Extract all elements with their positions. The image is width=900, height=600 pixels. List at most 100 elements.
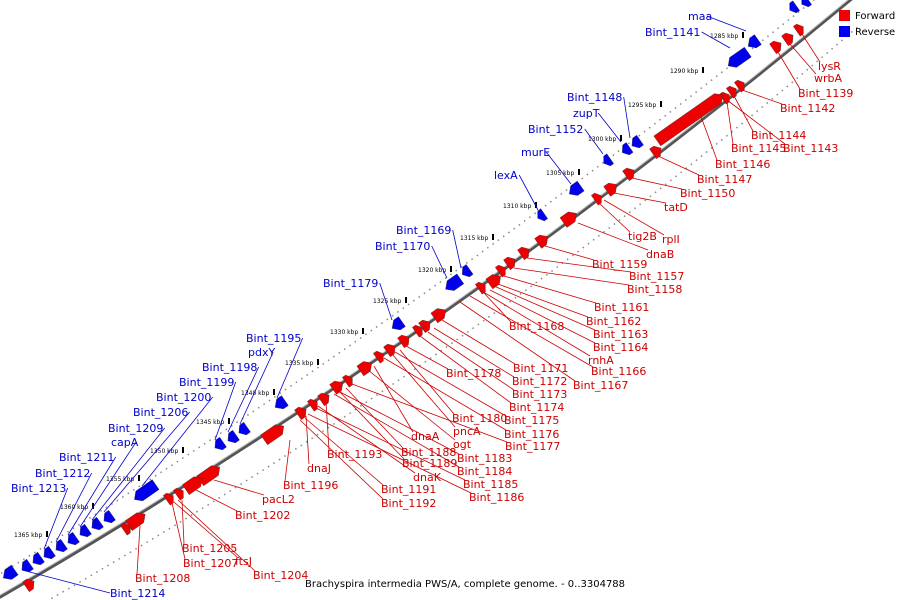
forward-leader-line [367, 369, 456, 441]
forward-leader-line [173, 501, 238, 558]
forward-gene-label-tatd: tatD [664, 201, 688, 214]
forward-leader-line [405, 345, 449, 370]
kbp-tick-label: 1365 kbp [14, 532, 42, 539]
forward-leader-line [493, 285, 596, 331]
reverse-leader-line [227, 366, 260, 433]
forward-gene-arrow [342, 374, 353, 388]
reverse-gene-arrow [391, 316, 406, 331]
forward-gene-label-bint-1173: Bint_1173 [512, 388, 567, 401]
kbp-tick-label: 1345 kbp [196, 419, 224, 426]
forward-gene-arrow [356, 361, 372, 377]
reverse-gene-label-bint-1179: Bint_1179 [323, 277, 378, 290]
forward-gene-label-bint-1207: Bint_1207 [183, 557, 238, 570]
forward-gene-label-bint-1142: Bint_1142 [780, 102, 835, 115]
forward-leader-line [577, 222, 649, 251]
forward-gene-label-bint-1176: Bint_1176 [504, 428, 559, 441]
forward-gene-arrow [495, 264, 506, 278]
forward-gene-arrow [603, 182, 618, 197]
forward-leader-line [307, 413, 472, 494]
reverse-leader-line [452, 229, 462, 269]
forward-gene-label-wrba: wrbA [814, 72, 843, 85]
forward-leader-line [726, 99, 786, 145]
forward-gene-arrow [503, 256, 516, 271]
reverse-leader-line [55, 472, 93, 543]
kbp-tick-label: 1300 kbp [588, 136, 616, 143]
forward-leader-line [181, 499, 185, 545]
reverse-gene-arrow [569, 180, 585, 196]
forward-leader-line [469, 295, 594, 368]
legend-reverse-label: Reverse [855, 27, 895, 38]
forward-gene-label-bint-1193: Bint_1193 [327, 448, 382, 461]
reverse-gene-label-bint-1199: Bint_1199 [179, 376, 234, 389]
reverse-gene-label-bint-1148: Bint_1148 [567, 91, 622, 104]
reverse-gene-label-zupt: zupT [573, 107, 600, 120]
forward-leader-line [801, 33, 821, 63]
forward-gene-label-bint-1145: Bint_1145 [731, 142, 786, 155]
reverse-gene-arrow [238, 421, 251, 436]
forward-leader-line [544, 245, 595, 261]
forward-gene-label-bint-1171: Bint_1171 [513, 362, 568, 375]
forward-leader-line [657, 155, 700, 176]
kbp-tick-mark [182, 447, 184, 453]
forward-gene-label-bint-1158: Bint_1158 [627, 283, 682, 296]
kbp-tick-mark [228, 418, 230, 424]
reverse-gene-label-pdxy: pdxY [248, 346, 275, 359]
reverse-gene-arrow [801, 0, 812, 8]
reverse-leader-line [623, 96, 631, 139]
reverse-leader-line [21, 569, 111, 594]
kbp-tick-label: 1290 kbp [670, 68, 698, 75]
kbp-tick-label: 1335 kbp [285, 360, 313, 367]
forward-gene-label-bint-1161: Bint_1161 [594, 301, 649, 314]
reverse-gene-label-bint-1209: Bint_1209 [108, 422, 163, 435]
genome-caption: Brachyspira intermedia PWS/A, complete g… [305, 579, 625, 590]
reverse-gene-arrow [622, 142, 634, 156]
forward-gene-arrow [769, 40, 782, 55]
forward-leader-line [305, 415, 310, 465]
forward-gene-arrow [734, 79, 745, 93]
legend-forward-swatch [839, 10, 850, 21]
forward-gene-label-pacl2: pacL2 [262, 493, 295, 506]
forward-gene-label-bint-1196: Bint_1196 [283, 479, 338, 492]
forward-leader-line [391, 353, 456, 428]
forward-gene-label-bint-1139: Bint_1139 [798, 87, 853, 100]
forward-leader-line [394, 351, 507, 417]
reverse-gene-arrow [43, 545, 56, 560]
forward-gene-label-bint-1164: Bint_1164 [593, 341, 648, 354]
forward-gene-arrow [591, 192, 602, 206]
reverse-gene-arrow [67, 531, 80, 546]
reverse-gene-label-bint-1213: Bint_1213 [11, 482, 66, 495]
reverse-gene-label-bint-1200: Bint_1200 [156, 391, 211, 404]
reverse-gene-group [3, 0, 812, 580]
forward-gene-arrow [196, 465, 221, 487]
forward-gene-arrow [622, 167, 635, 182]
kbp-tick-label: 1285 kbp [710, 33, 738, 40]
forward-leader-line [315, 407, 466, 481]
forward-gene-label-dnab: dnaB [646, 248, 674, 261]
forward-gene-label-bint-1177: Bint_1177 [505, 440, 560, 453]
reverse-leader-line [584, 128, 604, 155]
forward-gene-label-bint-1162: Bint_1162 [586, 315, 641, 328]
reverse-gene-arrow [603, 153, 614, 167]
reverse-gene-label-bint-1141: Bint_1141 [645, 26, 700, 39]
forward-gene-label-bint-1186: Bint_1186 [469, 491, 524, 504]
kbp-tick-group: 1285 kbp 1290 kbp 1295 kbp 1300 kbp 1305 kbp… [14, 32, 744, 539]
reverse-gene-arrow [103, 509, 116, 524]
kbp-tick-label: 1350 kbp [150, 448, 178, 455]
forward-leader-line [337, 389, 405, 460]
kbp-tick-mark [317, 359, 319, 365]
reverse-leader-line [545, 151, 572, 185]
forward-gene-label-bint-1172: Bint_1172 [512, 375, 567, 388]
reverse-gene-label-capa: capA [111, 436, 139, 449]
forward-gene-arrow [373, 350, 384, 364]
forward-gene-label-bint-1157: Bint_1157 [629, 270, 684, 283]
reverse-leader-line [239, 351, 274, 425]
forward-leader-line [383, 357, 507, 431]
forward-gene-arrow [397, 334, 410, 349]
forward-gene-arrow [430, 308, 446, 324]
reverse-leader-line [701, 31, 731, 49]
reverse-gene-arrow [134, 479, 160, 502]
reverse-gene-arrow [21, 558, 34, 573]
forward-gene-label-bint-1205: Bint_1205 [182, 542, 237, 555]
kbp-tick-label: 1325 kbp [373, 298, 401, 305]
forward-leader-line [177, 499, 256, 572]
